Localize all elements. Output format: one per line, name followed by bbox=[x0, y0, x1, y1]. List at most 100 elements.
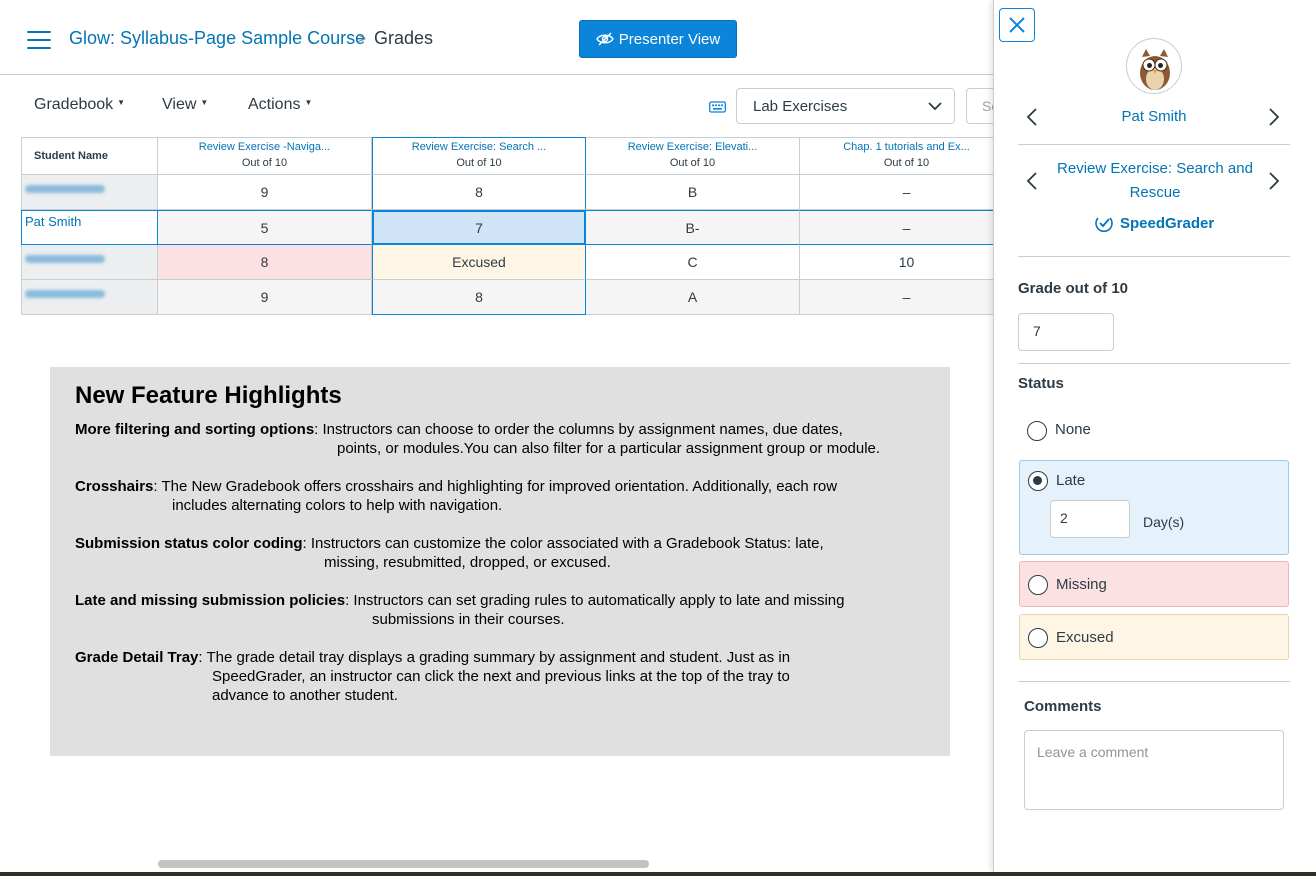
status-option-missing[interactable]: Missing bbox=[1019, 561, 1289, 607]
radio-none[interactable] bbox=[1027, 421, 1047, 441]
active-grade-cell[interactable]: 7 bbox=[372, 210, 586, 245]
horizontal-scrollbar[interactable] bbox=[158, 860, 649, 868]
feature-highlights-title: New Feature Highlights bbox=[75, 382, 342, 409]
next-assignment-icon[interactable] bbox=[1268, 170, 1280, 196]
chevron-down-icon bbox=[928, 102, 942, 111]
radio-missing[interactable] bbox=[1028, 575, 1048, 595]
feature-item-text: : The grade detail tray displays a gradi… bbox=[198, 649, 791, 666]
grade-cell[interactable]: 5 bbox=[158, 210, 372, 245]
feature-item-continuation: includes alternating colors to help with… bbox=[172, 497, 503, 514]
grade-cell[interactable]: 9 bbox=[158, 280, 372, 315]
feature-item-continuation: submissions in their courses. bbox=[372, 611, 565, 628]
redacted-student-name bbox=[25, 255, 105, 263]
grade-cell[interactable]: – bbox=[800, 175, 1014, 210]
header-divider bbox=[0, 74, 994, 75]
grade-cell[interactable]: 9 bbox=[158, 175, 372, 210]
feature-item-label: Late and missing submission policies bbox=[75, 592, 346, 609]
grade-cell[interactable]: B- bbox=[586, 210, 800, 245]
student-name-header[interactable]: Student Name bbox=[21, 137, 158, 175]
breadcrumb-current-page: Grades bbox=[374, 28, 434, 48]
gradebook-menu[interactable]: Gradebook ▼ bbox=[34, 96, 125, 114]
caret-down-icon: ▼ bbox=[117, 98, 126, 107]
student-name-cell[interactable] bbox=[21, 245, 158, 280]
status-option-label: Late bbox=[1056, 472, 1086, 489]
grade-field-label: Grade out of 10 bbox=[1018, 280, 1129, 297]
redacted-student-name bbox=[25, 290, 105, 298]
feature-item-label: Crosshairs bbox=[75, 478, 154, 495]
keyboard-icon[interactable] bbox=[709, 100, 726, 114]
column-header[interactable]: Chap. 1 tutorials and Ex... Out of 10 bbox=[800, 137, 1014, 175]
speedgrader-icon bbox=[1095, 217, 1113, 232]
feature-item-continuation: advance to another student. bbox=[212, 687, 398, 704]
student-name-cell[interactable] bbox=[21, 280, 158, 315]
student-name-cell[interactable] bbox=[21, 175, 158, 210]
column-header[interactable]: Review Exercise -Naviga... Out of 10 bbox=[158, 137, 372, 175]
feature-item-label: More filtering and sorting options bbox=[75, 421, 315, 438]
feature-item: Late and missing submission policies: In… bbox=[75, 591, 925, 629]
grade-cell[interactable]: 8 bbox=[372, 175, 586, 210]
column-header-title[interactable]: Review Exercise: Search ... bbox=[411, 141, 547, 153]
speedgrader-link[interactable]: SpeedGrader bbox=[1094, 214, 1214, 232]
status-option-none[interactable]: None bbox=[1019, 410, 1289, 452]
status-option-label: Missing bbox=[1056, 576, 1107, 593]
grade-cell[interactable]: 10 bbox=[800, 245, 1014, 280]
comment-textarea[interactable]: Leave a comment bbox=[1024, 730, 1284, 810]
feature-item-text: : Instructors can choose to order the co… bbox=[314, 421, 843, 438]
grade-cell[interactable]: 8 bbox=[158, 245, 372, 280]
feature-item: More filtering and sorting options: Inst… bbox=[75, 420, 925, 458]
grade-cell[interactable]: – bbox=[800, 280, 1014, 315]
assignment-name-link[interactable]: Review Exercise: Search and Rescue bbox=[1057, 160, 1253, 201]
assignment-group-filter-select[interactable]: Lab Exercises bbox=[736, 88, 955, 124]
presenter-view-label: Presenter View bbox=[618, 30, 721, 48]
grade-cell[interactable]: Excused bbox=[372, 245, 586, 280]
feature-highlights-panel: New Feature Highlights More filtering an… bbox=[50, 367, 950, 756]
late-days-input[interactable]: 2 bbox=[1050, 500, 1130, 538]
grade-cell[interactable]: C bbox=[586, 245, 800, 280]
radio-excused[interactable] bbox=[1028, 628, 1048, 648]
owl-avatar-icon bbox=[1140, 49, 1170, 90]
tray-divider bbox=[1018, 144, 1290, 145]
view-menu-label: View bbox=[162, 96, 197, 113]
grade-input[interactable]: 7 bbox=[1018, 313, 1114, 351]
column-header[interactable]: Review Exercise: Search ... Out of 10 bbox=[372, 137, 586, 175]
tray-divider bbox=[1018, 363, 1290, 364]
actions-menu-label: Actions bbox=[248, 96, 301, 113]
grade-detail-tray: Pat Smith Review Exercise: Search and Re… bbox=[993, 0, 1316, 872]
grade-cell[interactable]: 8 bbox=[372, 280, 586, 315]
status-option-excused[interactable]: Excused bbox=[1019, 614, 1289, 660]
column-header-points: Out of 10 bbox=[241, 157, 288, 169]
previous-assignment-icon[interactable] bbox=[1026, 170, 1038, 196]
column-header-title[interactable]: Review Exercise -Naviga... bbox=[198, 141, 331, 153]
student-name-link[interactable]: Pat Smith bbox=[25, 214, 82, 229]
hamburger-menu-icon[interactable] bbox=[27, 31, 51, 49]
actions-menu[interactable]: Actions ▼ bbox=[248, 96, 312, 114]
student-name-link[interactable]: Pat Smith bbox=[1121, 108, 1187, 125]
status-option-late[interactable]: Late 2 Day(s) bbox=[1019, 460, 1289, 555]
grade-cell[interactable]: B bbox=[586, 175, 800, 210]
breadcrumb-course-link[interactable]: Glow: Syllabus-Page Sample Course bbox=[69, 28, 366, 48]
student-name-cell[interactable]: Pat Smith bbox=[21, 210, 158, 245]
grade-cell[interactable]: – bbox=[800, 210, 1014, 245]
tray-divider bbox=[1018, 256, 1290, 257]
feature-item-text: : The New Gradebook offers crosshairs an… bbox=[153, 478, 838, 495]
column-header-points: Out of 10 bbox=[456, 157, 502, 169]
feature-item-continuation: SpeedGrader, an instructor can click the… bbox=[212, 668, 790, 685]
presenter-view-button[interactable]: Presenter View bbox=[579, 20, 737, 58]
feature-item: Grade Detail Tray: The grade detail tray… bbox=[75, 648, 925, 705]
grade-cell[interactable]: A bbox=[586, 280, 800, 315]
feature-item: Crosshairs: The New Gradebook offers cro… bbox=[75, 477, 925, 515]
feature-item: Submission status color coding: Instruct… bbox=[75, 534, 925, 572]
next-student-icon[interactable] bbox=[1268, 106, 1280, 132]
column-header[interactable]: Review Exercise: Elevati... Out of 10 bbox=[586, 137, 800, 175]
radio-late[interactable] bbox=[1028, 471, 1048, 491]
student-avatar bbox=[1126, 38, 1182, 94]
close-icon bbox=[1009, 17, 1025, 33]
redacted-student-name bbox=[25, 185, 105, 193]
view-menu[interactable]: View ▼ bbox=[162, 96, 208, 114]
column-header-title[interactable]: Review Exercise: Elevati... bbox=[627, 141, 758, 153]
feature-item-text: : Instructors can set grading rules to a… bbox=[345, 592, 845, 609]
column-header-title[interactable]: Chap. 1 tutorials and Ex... bbox=[843, 141, 970, 153]
close-tray-button[interactable] bbox=[999, 8, 1035, 42]
filter-selected-value: Lab Exercises bbox=[753, 97, 848, 115]
previous-student-icon[interactable] bbox=[1026, 106, 1038, 132]
